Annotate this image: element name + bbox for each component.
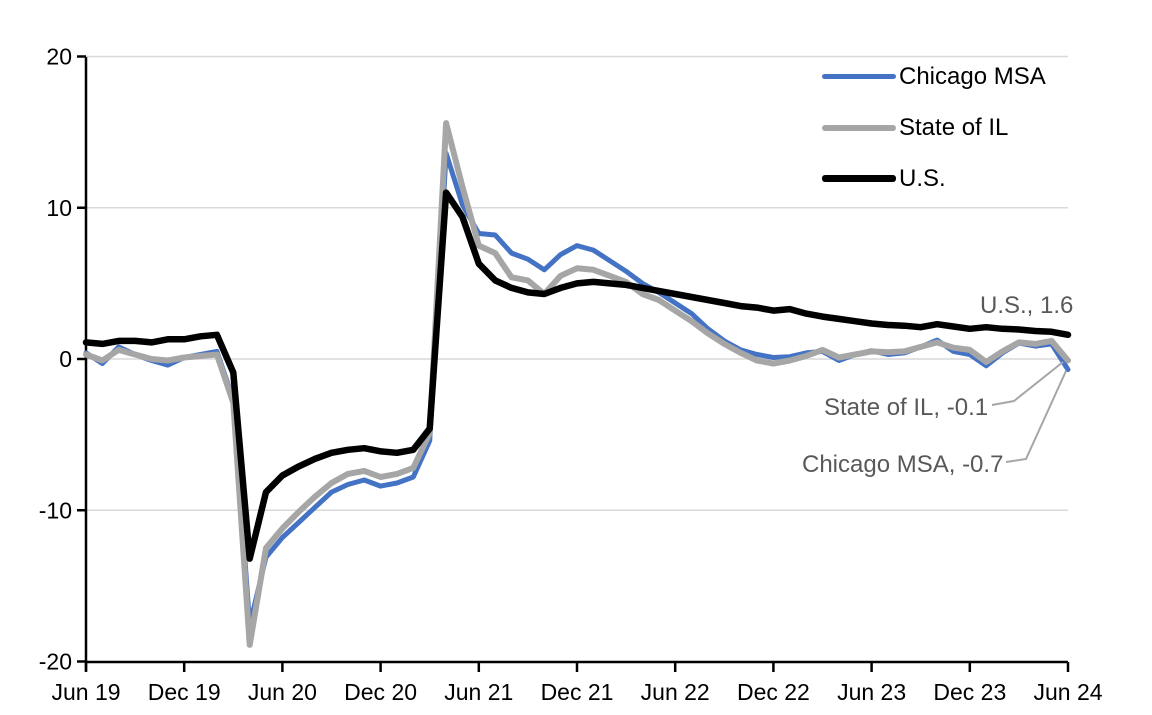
x-tick-label-dec-23: Dec 23 — [933, 679, 1006, 705]
y-tick-label-20: 20 — [46, 44, 72, 70]
line-state-of-il — [83, 120, 1071, 648]
state-of-il-line-swatch — [822, 124, 896, 131]
x-tick-label-dec-19: Dec 19 — [148, 679, 221, 705]
legend-label-chicago-msa: Chicago MSA — [899, 62, 1046, 90]
x-tick-label-jun-22: Jun 22 — [641, 679, 710, 705]
legend-label-us: U.S. — [899, 164, 946, 192]
y-tick-label-0: 0 — [59, 346, 72, 372]
legend-item-us: U.S. — [822, 153, 1046, 204]
us-line-swatch — [822, 175, 896, 182]
us-end-value-label: U.S., 1.6 — [980, 292, 1074, 319]
series-lines — [82, 120, 1072, 648]
y-tick-label-10: 10 — [46, 195, 72, 221]
x-tick-label-dec-22: Dec 22 — [737, 679, 810, 705]
x-tick-label-jun-23: Jun 23 — [837, 679, 906, 705]
legend-label-state-of-il: State of IL — [899, 113, 1009, 141]
x-tick-label-dec-20: Dec 20 — [344, 679, 417, 705]
legend: Chicago MSA State of IL U.S. — [822, 51, 1046, 204]
x-tick-label-jun-19: Jun 19 — [51, 679, 120, 705]
x-tick-label-dec-21: Dec 21 — [541, 679, 614, 705]
state-of-il-leader-line — [991, 361, 1064, 406]
y-tick-label--10: -10 — [39, 497, 72, 523]
line-u-s — [82, 189, 1072, 562]
x-tick-label-jun-24: Jun 24 — [1033, 679, 1102, 705]
chicago-msa-leader-line — [1005, 370, 1067, 463]
x-tick-label-jun-21: Jun 21 — [444, 679, 513, 705]
legend-item-state-of-il: State of IL — [822, 102, 1046, 153]
leader-lines — [991, 361, 1067, 463]
gridlines — [86, 55, 1068, 511]
axes: 20 10 0 -10 -20 Jun 19 Dec 19 Jun 20 Dec 20 Jun 2… — [39, 44, 1103, 706]
state-of-il-end-value-label: State of IL, -0.1 — [824, 394, 989, 421]
legend-item-chicago-msa: Chicago MSA — [822, 51, 1046, 102]
chicago-msa-end-value-label: Chicago MSA, -0.7 — [802, 451, 1004, 478]
chicago-msa-line-swatch — [822, 74, 896, 79]
x-tick-label-jun-20: Jun 20 — [248, 679, 317, 705]
y-tick-label--20: -20 — [39, 649, 72, 675]
